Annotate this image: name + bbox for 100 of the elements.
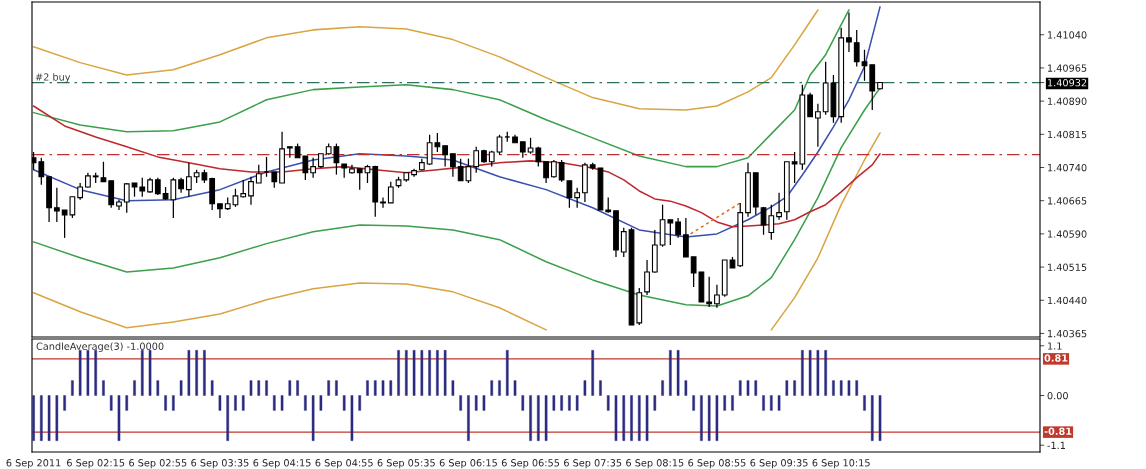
candlestick [356, 168, 363, 191]
bar [482, 395, 486, 411]
x-tick-label: 6 Sep 04:15 [253, 459, 311, 469]
bar [63, 395, 66, 411]
bar [459, 395, 462, 411]
bar [746, 380, 750, 396]
bar [304, 395, 307, 411]
bar [622, 395, 626, 441]
y-tick-label: -1.1 [1047, 441, 1066, 449]
bar [715, 395, 719, 441]
bar [505, 350, 509, 396]
bar [738, 380, 742, 396]
x-tick-label: 6 Sep 05:35 [377, 459, 435, 469]
bar [257, 380, 261, 396]
bar [234, 395, 237, 411]
bar [350, 395, 354, 441]
bar [436, 350, 439, 396]
y-tick-label: 1.40665 [1048, 197, 1087, 205]
y-tick-label: 1.40740 [1048, 163, 1087, 172]
y-tick-label: 1.41040 [1048, 31, 1087, 39]
bar [498, 380, 501, 396]
bar [552, 395, 556, 411]
candlestick [776, 192, 782, 221]
bar [808, 350, 812, 396]
bar [249, 380, 253, 396]
candlestick [846, 11, 852, 53]
bar [731, 395, 734, 411]
bar [793, 380, 796, 396]
bar [86, 350, 90, 396]
candlestick [543, 161, 549, 184]
bar [218, 395, 222, 411]
bar [762, 395, 765, 411]
ref-line-label: 0.81 [1044, 354, 1068, 362]
candlestick [100, 161, 107, 183]
candlestick [263, 156, 270, 178]
bar [700, 395, 703, 441]
candlestick [682, 217, 689, 258]
bar [311, 395, 315, 441]
bar [47, 395, 51, 441]
bar [606, 395, 610, 411]
bar [288, 380, 292, 396]
x-tick-label: 6 Sep 02:55 [129, 459, 187, 469]
bar [707, 395, 711, 441]
candlestick [53, 187, 60, 223]
candlestick [675, 217, 681, 239]
candlestick [644, 259, 650, 296]
bar [692, 395, 695, 411]
bar [140, 350, 144, 396]
bar [591, 350, 594, 396]
bar [847, 380, 851, 396]
bar [319, 395, 323, 411]
candlestick [853, 29, 860, 68]
bar [210, 380, 214, 396]
candlestick [807, 92, 814, 118]
ref-line-label: #2 buy [35, 73, 71, 83]
bar [78, 350, 82, 396]
bar [637, 395, 641, 441]
bar [599, 380, 602, 396]
bar [125, 395, 129, 411]
candlestick [442, 145, 449, 168]
bar [133, 380, 136, 396]
bar [273, 395, 276, 411]
bar [863, 395, 866, 411]
bar [156, 380, 160, 396]
y-tick-label: 1.40932 [1048, 79, 1087, 87]
candlestick [574, 187, 581, 209]
candlestick [473, 146, 480, 174]
bar [824, 350, 827, 396]
bar [451, 380, 455, 396]
bar [878, 395, 882, 441]
bar [583, 380, 587, 396]
candlestick [714, 284, 720, 309]
bar [366, 380, 369, 396]
ref-line-label: -0.81 [1044, 427, 1072, 435]
bar [412, 350, 416, 396]
bar [754, 380, 758, 396]
y-tick-label: 1.40590 [1048, 230, 1087, 238]
bar [521, 395, 525, 411]
candlestick [496, 134, 503, 156]
candlestick [185, 162, 192, 198]
bar [373, 380, 377, 396]
bar [645, 395, 649, 441]
bar [490, 380, 494, 396]
x-tick-label: 6 Sep 03:35 [191, 459, 249, 469]
line-series [770, 132, 881, 331]
candlestick [139, 177, 146, 198]
x-tick-label: 6 Sep 07:35 [564, 459, 622, 469]
bar [630, 395, 633, 441]
bar [661, 380, 664, 396]
bar [172, 395, 175, 411]
bar [832, 380, 835, 396]
bar [187, 350, 191, 396]
candlestick [310, 157, 317, 179]
candlestick [108, 180, 115, 209]
bar [226, 395, 229, 441]
chart-title: CandleAverage(3) -1.0000 [36, 342, 164, 352]
bar [32, 395, 35, 441]
y-tick-label: 1.40890 [1048, 97, 1087, 105]
bar [816, 350, 820, 396]
y-tick-label: 1.1 [1048, 342, 1062, 350]
